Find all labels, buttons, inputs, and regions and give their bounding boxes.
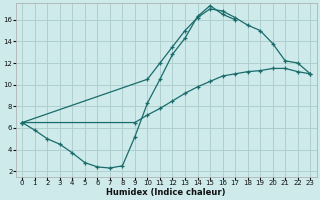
X-axis label: Humidex (Indice chaleur): Humidex (Indice chaleur)	[107, 188, 226, 197]
